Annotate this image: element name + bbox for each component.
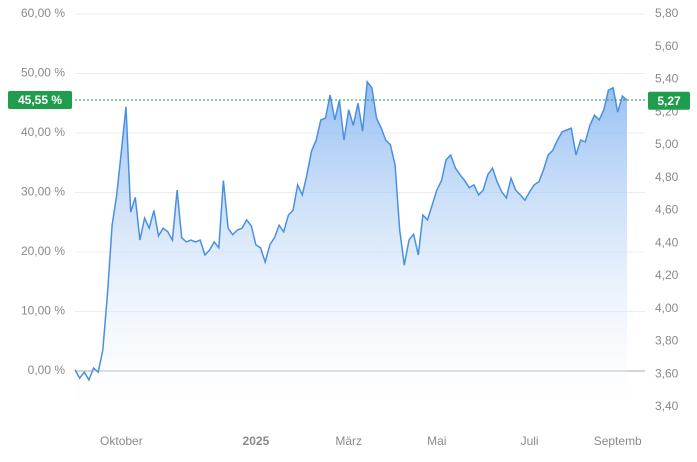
y2-tick-label: 4,40 [655,235,679,249]
y2-tick-label: 5,60 [655,39,679,53]
y2-tick-label: 4,20 [655,268,679,282]
y-tick-label: 60,00 % [21,6,65,20]
y-tick-label: 30,00 % [21,185,65,199]
x-tick-label: März [335,434,362,448]
current-percent-badge [8,90,72,109]
y-tick-label: 40,00 % [21,125,65,139]
y-tick-label: 50,00 % [21,66,65,80]
x-tick-label: Mai [427,434,446,448]
x-tick-label: Septemb [594,434,642,448]
x-tick-label: 2025 [243,434,270,448]
current-price-badge [648,91,690,110]
y-tick-label: 10,00 % [21,304,65,318]
current-price-label: 5,27 [657,94,681,108]
x-tick-label: Oktober [100,434,143,448]
current-percent-label: 45,55 % [18,93,62,107]
y2-tick-label: 3,80 [655,334,679,348]
y2-tick-label: 4,60 [655,203,679,217]
x-tick-label: Juli [521,434,539,448]
area [75,81,627,408]
y2-tick-label: 4,00 [655,301,679,315]
y2-tick-label: 5,80 [655,6,679,20]
y2-tick-label: 5,00 [655,137,679,151]
line [74,79,628,382]
y-tick-label: 20,00 % [21,244,65,258]
y2-tick-label: 5,40 [655,72,679,86]
y2-tick-label: 4,80 [655,170,679,184]
y2-tick-label: 3,40 [655,399,679,413]
y-tick-label: 0,00 % [28,363,66,377]
y2-tick-label: 3,60 [655,366,679,380]
